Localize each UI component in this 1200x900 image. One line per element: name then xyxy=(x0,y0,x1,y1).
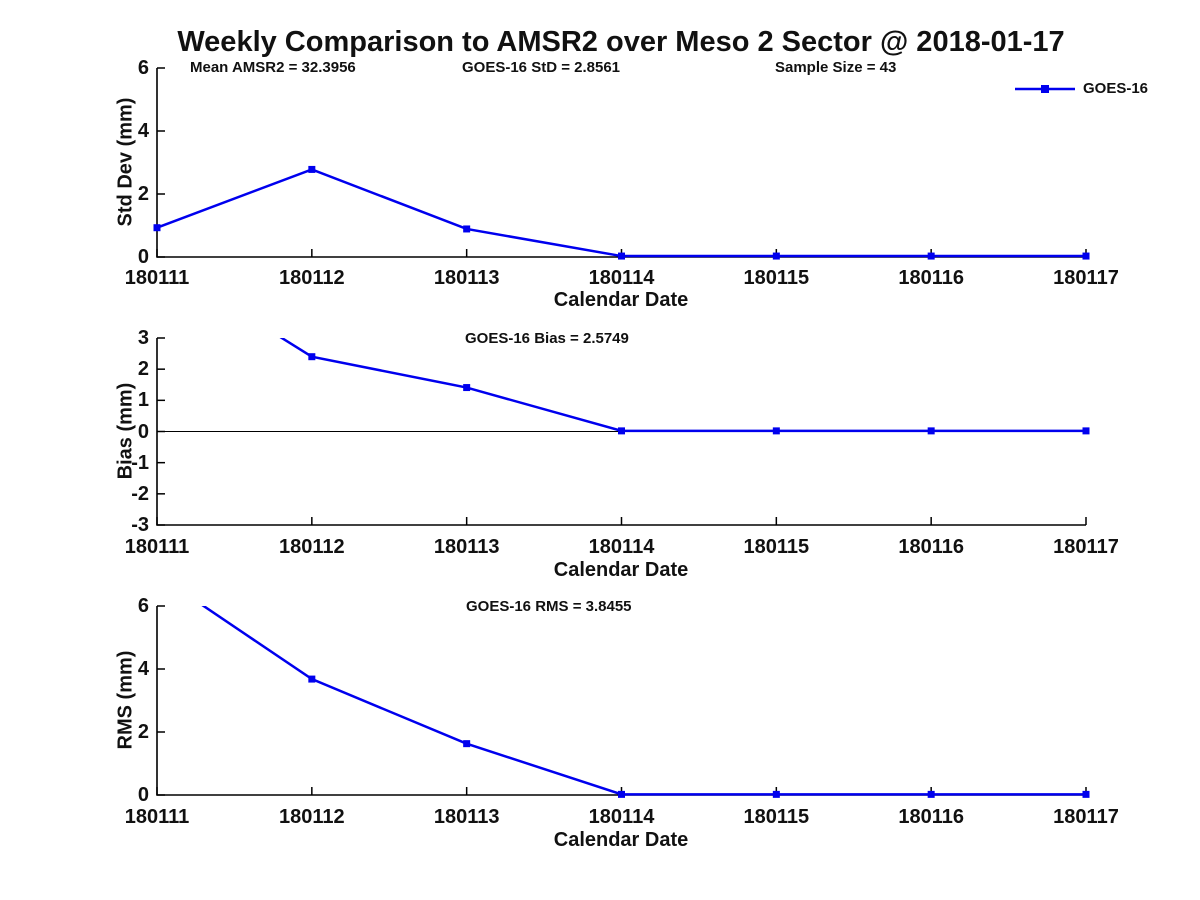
y-tick-label: 2 xyxy=(137,183,149,205)
y-tick-label: 0 xyxy=(137,784,149,806)
x-tick-label: 180111 xyxy=(124,806,190,828)
x-tick-label: 180112 xyxy=(279,267,345,289)
y-tick-label: -3 xyxy=(131,514,149,536)
x-tick-label: 180114 xyxy=(588,267,655,289)
y-tick-label: 3 xyxy=(137,327,149,349)
series-goes16-panel2 xyxy=(279,338,1090,435)
xlabel-calendar-date-1: Calendar Date xyxy=(553,289,689,311)
y-tick-label: -2 xyxy=(131,482,149,505)
y-tick-label: 2 xyxy=(137,358,149,381)
annotation-mean-amsr2: Mean AMSR2 = 32.3956 xyxy=(190,59,356,76)
legend-marker-icon xyxy=(1015,84,1075,93)
annotation-sample-size: Sample Size = 43 xyxy=(775,59,897,76)
legend-label: GOES-16 xyxy=(1083,80,1149,97)
xlabel-calendar-date-2: Calendar Date xyxy=(553,559,689,581)
chart-title: Weekly Comparison to AMSR2 over Meso 2 S… xyxy=(177,26,1065,58)
y-tick-label: 6 xyxy=(137,595,149,617)
annotation-goes16-bias: GOES-16 Bias = 2.5749 xyxy=(465,330,629,347)
y-tick-label: 4 xyxy=(137,120,149,142)
x-tick-label: 180116 xyxy=(898,267,964,289)
x-tick-label: 180114 xyxy=(588,536,655,558)
x-tick-label: 180113 xyxy=(433,536,500,558)
y-tick-label: -1 xyxy=(131,451,149,474)
x-tick-label: 180117 xyxy=(1053,267,1119,289)
x-tick-label: 180115 xyxy=(743,267,810,289)
x-tick-label: 180113 xyxy=(433,267,500,289)
legend: GOES-16 xyxy=(1014,80,1148,97)
x-tick-label: 180114 xyxy=(588,806,655,828)
annotation-goes16-rms: GOES-16 RMS = 3.8455 xyxy=(466,598,632,615)
y-tick-label: 6 xyxy=(137,57,149,79)
x-tick-label: 180112 xyxy=(279,536,345,558)
x-tick-label: 180115 xyxy=(743,536,810,558)
y-tick-label: 4 xyxy=(137,658,149,680)
x-tick-label: 180116 xyxy=(898,806,964,828)
x-tick-label: 180115 xyxy=(743,806,810,828)
x-tick-label: 180111 xyxy=(124,536,190,558)
x-tick-label: 180116 xyxy=(898,536,964,558)
ylabel-std-dev: Std Dev (mm) xyxy=(114,97,137,227)
series-goes16-panel3 xyxy=(201,606,1090,798)
x-tick-label: 180113 xyxy=(433,806,500,828)
series-goes16-panel1 xyxy=(153,165,1090,260)
x-tick-label: 180111 xyxy=(124,267,190,289)
x-tick-label: 180112 xyxy=(279,806,345,828)
x-tick-label: 180117 xyxy=(1053,536,1119,558)
y-tick-label: 0 xyxy=(137,420,149,443)
annotation-goes16-std: GOES-16 StD = 2.8561 xyxy=(462,59,620,76)
x-tick-label: 180117 xyxy=(1053,806,1119,828)
y-tick-label: 2 xyxy=(137,721,149,743)
y-tick-label: 1 xyxy=(137,389,149,412)
xlabel-calendar-date-3: Calendar Date xyxy=(553,829,689,851)
y-tick-label: 0 xyxy=(137,246,149,268)
